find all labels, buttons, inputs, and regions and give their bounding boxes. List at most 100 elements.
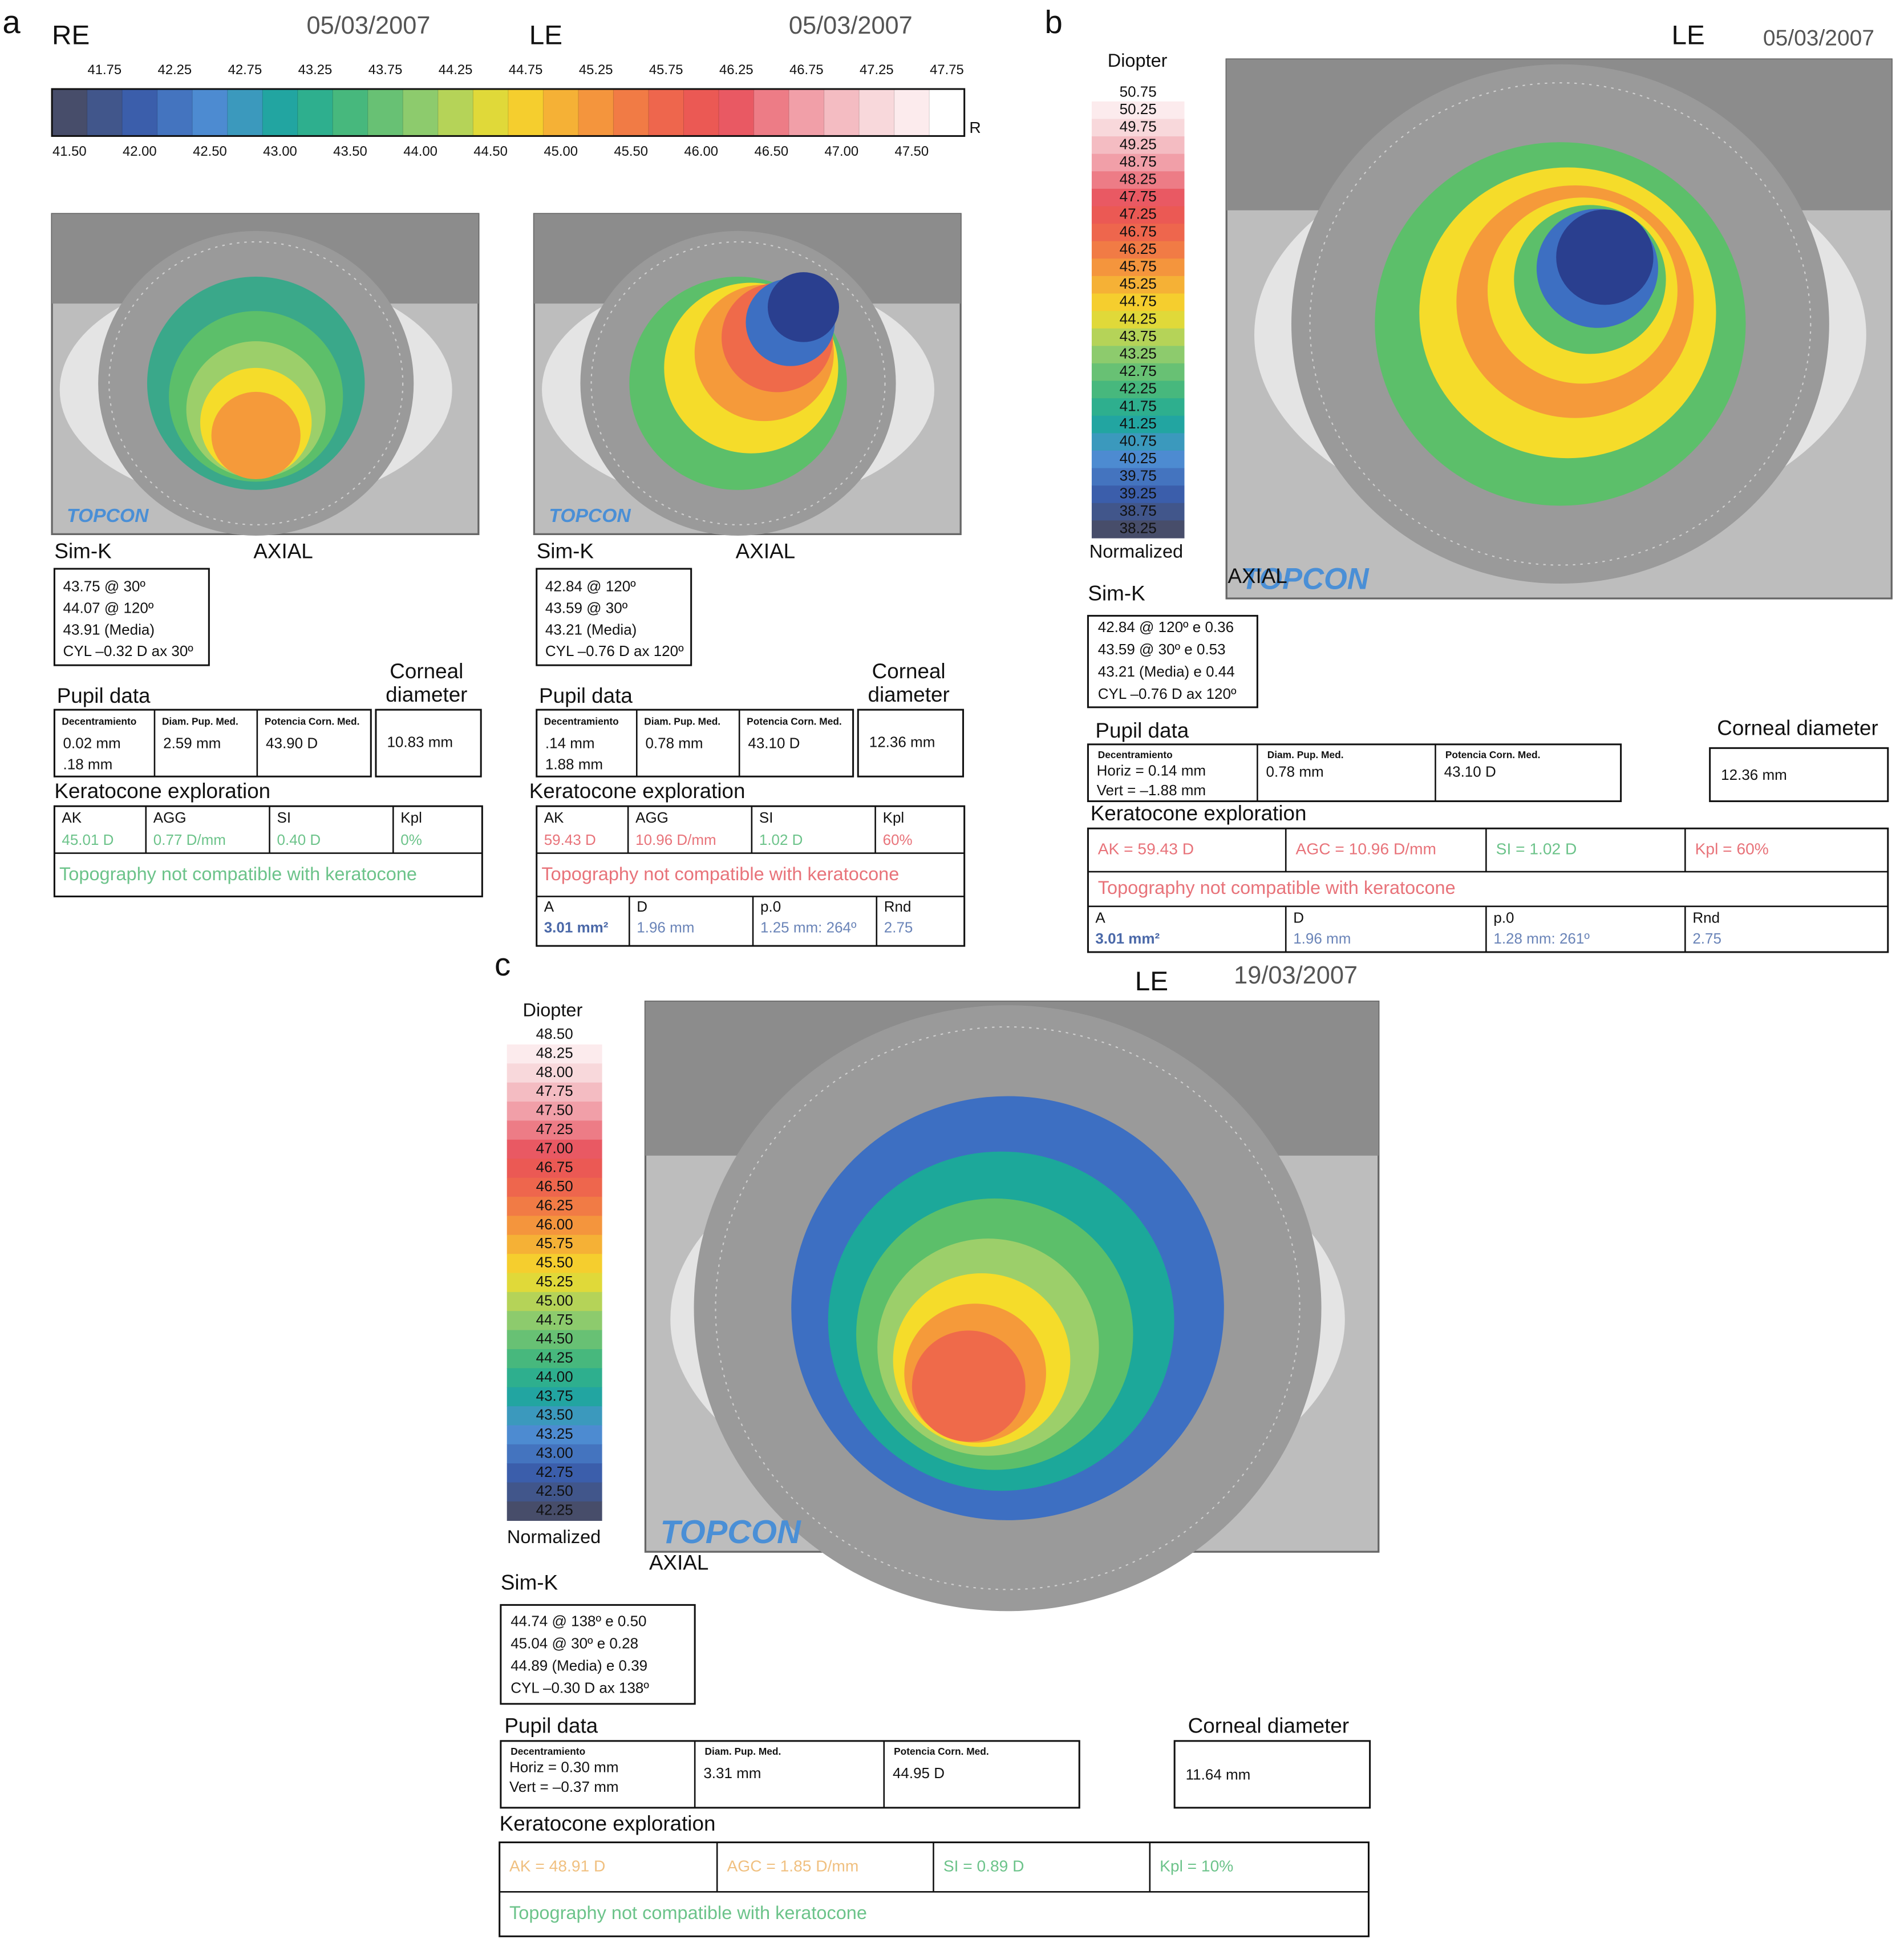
pupil-value: Vert = –1.88 mm — [1097, 782, 1206, 799]
sim-k-line: CYL –0.30 D ax 138º — [511, 1679, 649, 1697]
sim-k-title: Sim-K — [537, 540, 594, 563]
scale-cell — [507, 1444, 602, 1464]
scale-cell — [508, 88, 544, 136]
scale-cell — [1091, 485, 1185, 504]
scale-cell — [507, 1501, 602, 1521]
scale-cell — [507, 1406, 602, 1426]
scale-label: 48.25 — [536, 1044, 573, 1061]
eye-side: LE — [529, 21, 562, 51]
scale-label: 47.25 — [1120, 205, 1157, 222]
pupil-table — [1087, 743, 1622, 803]
pupil-value: 0.02 mm — [63, 735, 121, 752]
scale-cell — [1091, 241, 1185, 259]
pupil-header: Potencia Corn. Med. — [1445, 749, 1541, 760]
scale-label: 42.00 — [123, 144, 157, 159]
scale-cell — [507, 1311, 602, 1331]
sim-k-title: Sim-K — [1088, 581, 1145, 605]
scale-cell — [507, 1368, 602, 1388]
scale-label: 42.75 — [228, 62, 262, 78]
scale-cell — [507, 1234, 602, 1254]
sim-k-line: 43.21 (Media) e 0.44 — [1098, 663, 1235, 680]
pupil-header: Decentramiento — [1098, 749, 1173, 760]
pupil-title: Pupil data — [1095, 719, 1189, 742]
scale-label: 42.25 — [1120, 380, 1157, 397]
sim-k-line: 44.89 (Media) e 0.39 — [511, 1657, 647, 1674]
scale-label: 45.75 — [649, 62, 683, 78]
sim-k-line: CYL –0.32 D ax 30º — [63, 642, 194, 659]
scale-cell — [648, 88, 684, 136]
scale-cell — [121, 88, 158, 136]
kerato-label: SI — [277, 809, 291, 826]
scale-label: 44.75 — [509, 62, 543, 78]
scale-cell — [1091, 224, 1185, 242]
scale-cell — [1091, 520, 1185, 539]
kerato-label: AK — [62, 809, 82, 826]
scale-label: 44.50 — [473, 144, 508, 159]
scale-cell — [1091, 153, 1185, 172]
scale-cell — [507, 1025, 602, 1045]
scale-label: 46.25 — [1120, 240, 1157, 257]
scale-label: 44.00 — [536, 1368, 573, 1385]
scale-title: Diopter — [1108, 50, 1168, 71]
topography-zone — [1556, 209, 1654, 305]
kerato-value: AGC = 1.85 D/mm — [727, 1856, 859, 1875]
scale-label: 43.75 — [1120, 327, 1157, 345]
kerato-label: AGG — [635, 809, 669, 826]
pupil-header: Diam. Pup. Med. — [162, 715, 238, 727]
corneal-box — [1173, 1740, 1371, 1809]
scale-label: 43.25 — [298, 62, 333, 78]
scale-cell — [472, 88, 509, 136]
kerato-value: 0.77 D/mm — [153, 831, 226, 848]
scale-cell — [894, 88, 930, 136]
scale-label: 47.25 — [536, 1120, 573, 1138]
scale-label: 45.75 — [536, 1234, 573, 1252]
scale-cell — [507, 1082, 602, 1102]
sim-k-line: 43.75 @ 30º — [63, 577, 146, 594]
scale-label: 44.25 — [439, 62, 473, 78]
scale-cell — [1091, 380, 1185, 399]
scale-cell — [507, 1292, 602, 1311]
scale-cell — [507, 1273, 602, 1293]
sim-k-line: 43.59 @ 30º e 0.53 — [1098, 641, 1226, 658]
corneal-value: 12.36 mm — [869, 734, 935, 751]
scale-cell — [858, 88, 895, 136]
kerato-label: Kpl — [400, 809, 422, 826]
sim-k-line: 45.04 @ 30º e 0.28 — [511, 1635, 638, 1652]
exam-date: 05/03/2007 — [307, 12, 431, 39]
pupil-header: Potencia Corn. Med. — [894, 1746, 989, 1757]
scale-cell — [332, 88, 368, 136]
scale-label: 45.25 — [536, 1273, 573, 1290]
kerato-table — [53, 805, 483, 897]
shape-label: A — [1095, 909, 1105, 926]
scale-label: 47.00 — [536, 1139, 573, 1156]
scale-label: 45.00 — [536, 1292, 573, 1309]
scale-cell — [613, 88, 650, 136]
sim-k-line: 43.59 @ 30º — [545, 599, 628, 616]
scale-label: 47.00 — [825, 144, 859, 159]
sim-k-line: 43.21 (Media) — [545, 621, 637, 638]
scale-label: 43.25 — [1120, 345, 1157, 362]
scale-cell — [507, 1254, 602, 1274]
panel-label: b — [1045, 4, 1063, 40]
scale-label: 44.75 — [1120, 293, 1157, 310]
pupil-value: 43.10 D — [748, 735, 800, 752]
kerato-value: SI = 0.89 D — [943, 1856, 1024, 1875]
kerato-value: 10.96 D/mm — [635, 831, 716, 848]
shape-label: A — [544, 898, 554, 915]
kerato-value: 0.40 D — [277, 831, 321, 848]
scale-cell — [1091, 119, 1185, 137]
scale-label: 43.50 — [536, 1406, 573, 1423]
scale-label: 43.25 — [536, 1425, 573, 1442]
scale-label: 41.50 — [52, 144, 87, 159]
scale-label: 42.25 — [158, 62, 192, 78]
scale-cell — [1091, 136, 1185, 155]
scale-label: 43.50 — [333, 144, 367, 159]
scale-cell — [1091, 276, 1185, 294]
pupil-value: .14 mm — [545, 735, 595, 752]
scale-label: 47.75 — [1120, 188, 1157, 205]
scale-cell — [192, 88, 228, 136]
pupil-header: Potencia Corn. Med. — [265, 715, 360, 727]
shape-label: D — [637, 898, 647, 915]
